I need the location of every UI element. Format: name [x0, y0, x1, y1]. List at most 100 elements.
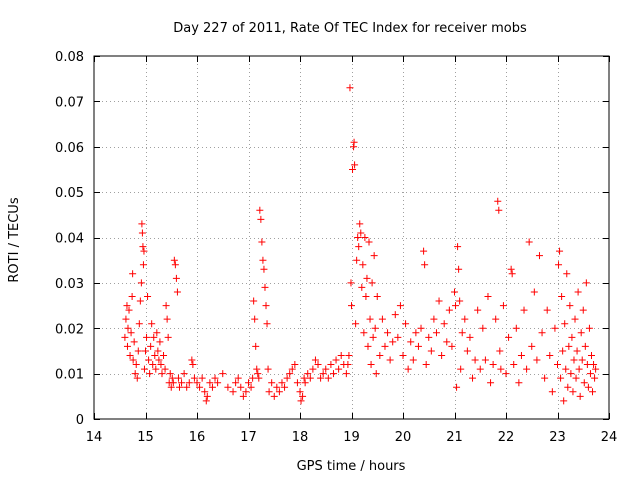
data-point [128, 292, 136, 300]
data-point [412, 329, 420, 337]
data-point [245, 379, 252, 387]
data-point [123, 302, 131, 310]
y-tick-label: 0.06 [55, 141, 84, 156]
data-point [372, 370, 380, 378]
x-tick-label: 20 [395, 430, 412, 445]
data-point [476, 365, 484, 373]
data-point [299, 392, 307, 400]
data-point [136, 297, 144, 305]
data-point [571, 315, 579, 323]
data-point [130, 338, 138, 346]
data-point [140, 247, 148, 255]
data-point [560, 397, 568, 405]
data-point [296, 388, 304, 396]
data-point [164, 333, 172, 341]
data-point [232, 379, 240, 387]
data-point [590, 361, 598, 369]
data-point [569, 388, 577, 396]
axis-ticks [94, 56, 610, 420]
data-point [260, 265, 268, 273]
x-tick-label: 14 [86, 430, 103, 445]
data-point [247, 383, 255, 391]
data-point [250, 297, 258, 305]
data-point [448, 342, 456, 350]
data-point [183, 383, 191, 391]
data-point [283, 374, 291, 382]
data-point [352, 320, 360, 328]
data-point [264, 365, 272, 373]
data-point [495, 206, 503, 214]
data-point [265, 388, 273, 396]
data-point [420, 247, 428, 255]
data-point [345, 351, 353, 359]
data-point [129, 270, 137, 278]
data-point [306, 374, 314, 382]
data-point [517, 351, 525, 359]
data-point [479, 324, 487, 332]
data-point [291, 361, 299, 369]
data-point [414, 342, 422, 350]
data-point [438, 351, 446, 359]
data-point [132, 361, 140, 369]
data-point [337, 351, 345, 359]
data-point [487, 379, 495, 387]
data-point [324, 374, 332, 382]
data-point [452, 302, 460, 310]
data-point [371, 324, 379, 332]
data-point [469, 374, 477, 382]
data-point [348, 302, 355, 310]
data-point [494, 197, 502, 205]
data-point [497, 365, 505, 373]
data-point [173, 288, 181, 296]
data-point [554, 361, 561, 369]
data-point [386, 356, 394, 364]
data-point [166, 370, 174, 378]
data-point [580, 379, 588, 387]
data-point [153, 329, 161, 337]
data-point [185, 379, 193, 387]
data-point [425, 333, 433, 341]
data-point [502, 370, 510, 378]
data-point [455, 265, 463, 273]
data-point [138, 229, 146, 237]
data-point [399, 351, 407, 359]
data-point [121, 333, 129, 341]
data-point [577, 329, 585, 337]
data-point [396, 302, 404, 310]
data-point [505, 333, 513, 341]
data-point [286, 370, 294, 378]
data-point [492, 315, 500, 323]
data-point [546, 351, 554, 359]
data-point [198, 374, 206, 382]
data-point [169, 379, 177, 387]
data-point [261, 283, 269, 291]
x-tick-labels: 14 15 16 17 18 19 20 21 22 23 24 [86, 430, 618, 445]
data-point [134, 347, 142, 355]
data-point [373, 292, 381, 300]
data-point [344, 361, 352, 369]
data-point [151, 351, 159, 359]
data-point [427, 347, 435, 355]
data-point [300, 374, 308, 382]
data-point [129, 356, 137, 364]
data-point [458, 329, 466, 337]
data-point [376, 351, 384, 359]
data-point [278, 379, 286, 387]
data-point [357, 229, 365, 237]
y-tick-label: 0 [76, 413, 84, 428]
y-axis-label: ROTI / TECUs [7, 197, 22, 282]
data-point [270, 392, 278, 400]
data-point [566, 302, 574, 310]
data-point [570, 356, 578, 364]
data-point [572, 374, 580, 382]
data-point [565, 342, 573, 350]
x-tick-label: 16 [189, 430, 206, 445]
data-point [133, 374, 141, 382]
data-point [229, 388, 237, 396]
data-point [203, 392, 211, 400]
data-point [402, 320, 410, 328]
data-point [155, 356, 163, 364]
y-tick-label: 0.07 [55, 95, 84, 110]
data-point [239, 392, 247, 400]
data-point [188, 356, 196, 364]
